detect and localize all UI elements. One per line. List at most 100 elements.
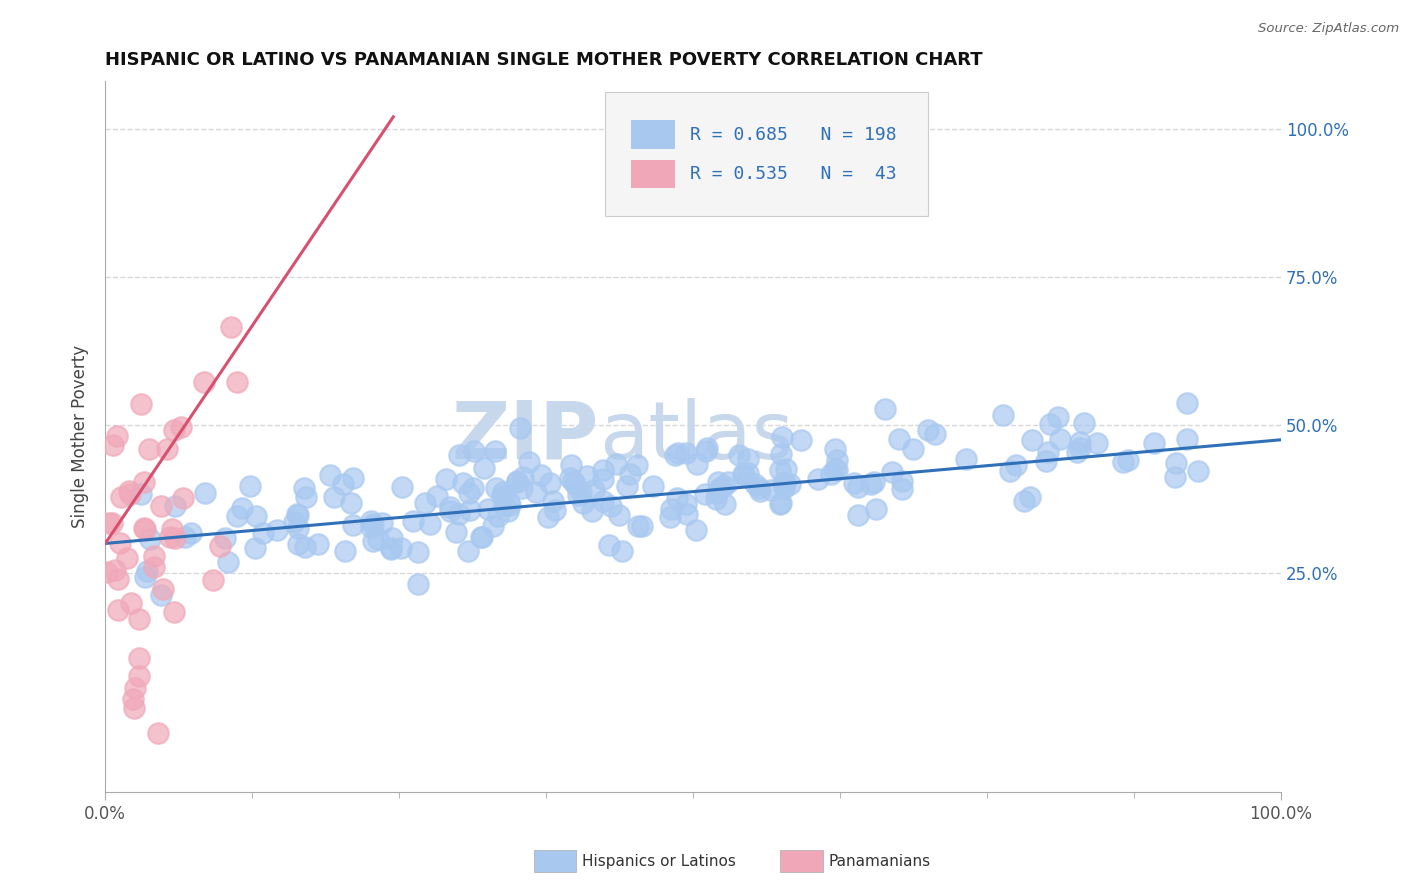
Point [115, 551, 138, 566]
Point [214, 532, 236, 546]
Point [363, 533, 385, 548]
Point [1164, 470, 1187, 484]
Point [332, 476, 354, 491]
Point [108, 536, 131, 550]
Point [779, 477, 801, 491]
Point [139, 532, 162, 546]
Point [170, 419, 193, 434]
Point [769, 498, 792, 512]
Point [252, 525, 274, 540]
Point [134, 475, 156, 489]
Point [704, 491, 727, 506]
Point [592, 463, 614, 477]
Point [844, 476, 866, 491]
Point [491, 489, 513, 503]
Point [666, 446, 689, 460]
Point [713, 479, 735, 493]
Point [292, 481, 315, 495]
Point [773, 482, 796, 496]
Y-axis label: Single Mother Poverty: Single Mother Poverty [72, 345, 89, 528]
Point [492, 484, 515, 499]
Point [461, 481, 484, 495]
Point [770, 429, 793, 443]
Point [134, 522, 156, 536]
Point [696, 442, 718, 456]
Point [598, 537, 620, 551]
Point [820, 467, 842, 481]
Point [824, 462, 846, 476]
Point [425, 489, 447, 503]
Point [582, 483, 605, 497]
Point [283, 515, 305, 529]
Point [231, 501, 253, 516]
Point [955, 451, 977, 466]
Point [128, 651, 150, 665]
Point [675, 446, 697, 460]
Point [129, 396, 152, 410]
Point [333, 544, 356, 558]
Point [643, 478, 665, 492]
FancyBboxPatch shape [605, 92, 928, 217]
Point [1085, 436, 1108, 450]
Point [486, 509, 509, 524]
Point [380, 541, 402, 555]
Point [706, 475, 728, 489]
Point [510, 481, 533, 495]
Point [194, 486, 217, 500]
Point [143, 549, 166, 564]
Point [122, 701, 145, 715]
Point [160, 522, 183, 536]
Point [541, 494, 564, 508]
Point [675, 497, 697, 511]
Point [627, 519, 650, 533]
Point [419, 517, 441, 532]
Point [612, 543, 634, 558]
Point [1073, 416, 1095, 430]
Point [1039, 417, 1062, 431]
Point [890, 482, 912, 496]
Point [389, 541, 412, 555]
Point [498, 504, 520, 518]
Point [285, 507, 308, 521]
Point [287, 521, 309, 535]
Point [193, 375, 215, 389]
Point [245, 508, 267, 523]
Point [772, 475, 794, 490]
Point [737, 451, 759, 466]
Point [509, 420, 531, 434]
Point [245, 541, 267, 555]
Point [218, 556, 240, 570]
Point [537, 510, 560, 524]
Point [360, 514, 382, 528]
Point [444, 524, 467, 539]
Point [544, 503, 567, 517]
Point [664, 449, 686, 463]
Point [165, 500, 187, 514]
Point [97, 516, 120, 530]
Point [498, 495, 520, 509]
Point [287, 508, 309, 522]
Point [825, 463, 848, 477]
Point [120, 596, 142, 610]
Point [294, 540, 316, 554]
Point [209, 539, 232, 553]
Point [859, 476, 882, 491]
Point [825, 452, 848, 467]
Point [239, 478, 262, 492]
Point [659, 509, 682, 524]
Point [413, 495, 436, 509]
Point [903, 442, 925, 457]
Point [882, 465, 904, 479]
Point [101, 437, 124, 451]
Text: R = 0.535   N =  43: R = 0.535 N = 43 [689, 165, 896, 183]
Point [607, 508, 630, 522]
Point [993, 409, 1015, 423]
Point [402, 515, 425, 529]
Point [381, 531, 404, 545]
Point [439, 500, 461, 515]
Point [174, 530, 197, 544]
Point [463, 444, 485, 458]
Point [124, 681, 146, 696]
Point [733, 467, 755, 482]
Point [519, 455, 541, 469]
